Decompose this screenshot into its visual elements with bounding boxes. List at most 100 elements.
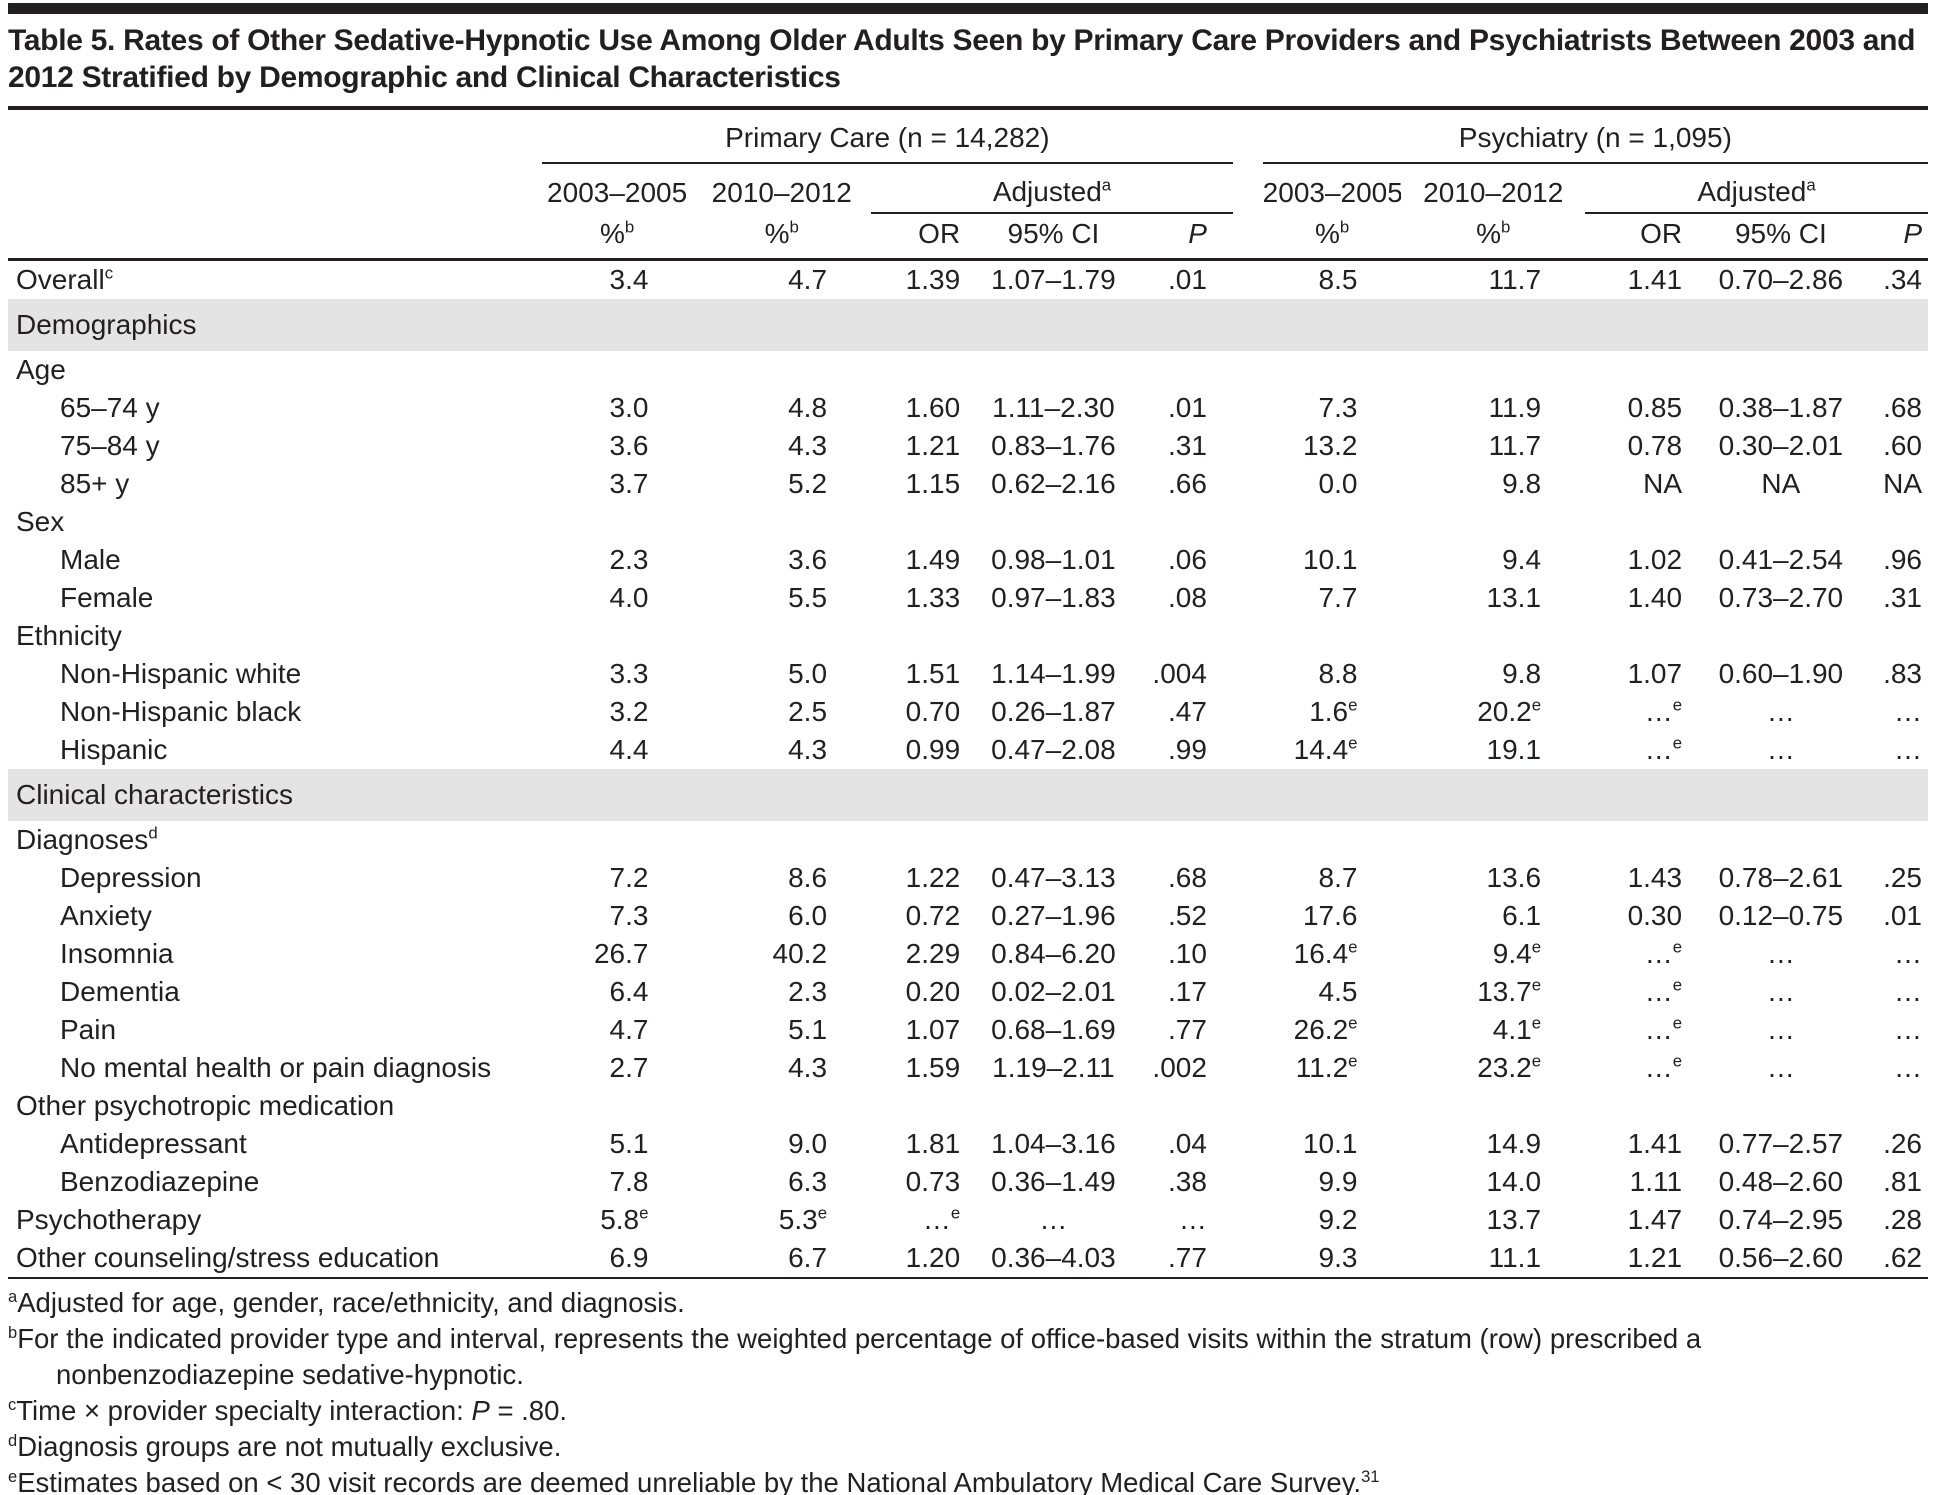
row-label: Overallc <box>16 263 114 295</box>
cell: 10.1 <box>1302 544 1358 575</box>
cell: … <box>1766 1052 1795 1083</box>
cell: NA <box>1643 468 1683 499</box>
cell: 19.1 <box>1486 734 1542 765</box>
cell: 0.62–2.16 <box>991 468 1116 499</box>
table-row: Pain 4.7 5.1 1.07 0.68–1.69.77 26.2e 4.1e …e…… <box>8 1011 1928 1049</box>
cell: 11.7 <box>1488 430 1542 461</box>
cell: 1.11–2.30 <box>992 392 1115 423</box>
cell: 0.74–2.95 <box>1718 1204 1844 1235</box>
footnote-marker: a <box>8 1287 18 1306</box>
table-row: Hispanic 4.4 4.3 0.99 0.47–2.08 .99 14.4e 19.1 …… <box>8 731 1928 769</box>
cell: 7.8 <box>609 1166 649 1197</box>
footnote-marker: d <box>8 1431 18 1450</box>
cell: 7.2 <box>609 862 649 893</box>
row-label: 75–84 y <box>60 430 160 461</box>
cell: 1.21 <box>1585 1239 1695 1279</box>
cell: 11.9 <box>1488 392 1542 423</box>
cell: 13.2 <box>1302 430 1358 461</box>
spacer-cell <box>1233 859 1263 897</box>
cell: .68 <box>1167 862 1207 893</box>
cell: 0.02–2.01 <box>991 976 1116 1007</box>
cell: 7.3 <box>609 900 649 931</box>
col-header-psy-or: OR <box>1585 213 1695 261</box>
cell: .81 <box>1883 1166 1922 1197</box>
cell: 5.0 <box>788 658 828 689</box>
subsection-row: Sex <box>8 503 1928 541</box>
cell: 40.2 <box>772 938 828 969</box>
subsection-row: Ethnicity <box>8 617 1928 655</box>
cell: .002 <box>1152 1052 1207 1083</box>
cell: .83 <box>1883 658 1922 689</box>
cell: 5.5 <box>788 582 828 613</box>
cell: 5.1 <box>788 1014 828 1045</box>
cell: .08 <box>1167 582 1207 613</box>
spacer-cell <box>1233 973 1263 1011</box>
cell: … <box>1766 976 1795 1007</box>
cell: … <box>1766 938 1795 969</box>
cell: 0.84–6.20 <box>991 938 1116 969</box>
cell: … <box>1894 734 1922 765</box>
col-header-pc-2003-2005: 2003–2005 <box>547 177 688 208</box>
table-row: Anxiety 7.3 6.0 0.72 0.27–1.96 .52 17.6 6.1 0.30… <box>8 897 1928 935</box>
cell: 1.40 <box>1627 582 1683 613</box>
cell: .99 <box>1167 734 1207 765</box>
cell: 3.3 <box>609 658 649 689</box>
cell: 4.4 <box>609 734 649 765</box>
cell: 1.59 <box>905 1052 961 1083</box>
cell: 1.6e <box>1309 695 1358 727</box>
spacer-cell <box>1233 897 1263 935</box>
cell: 9.8 <box>1502 468 1542 499</box>
subsection-label: Ethnicity <box>16 620 122 651</box>
spacer-cell <box>1233 1125 1263 1163</box>
cell: 6.9 <box>541 1239 693 1279</box>
cell: …e <box>1644 733 1683 765</box>
spacer-cell <box>1233 935 1263 973</box>
spacer-cell <box>1233 579 1263 617</box>
spacer-cell <box>1232 1239 1263 1279</box>
footnotes-section: aAdjusted for age, gender, race/ethnicit… <box>8 1285 1928 1495</box>
cell: .26 <box>1883 1128 1922 1159</box>
spacer <box>1232 112 1263 261</box>
cell: 4.5 <box>1318 976 1358 1007</box>
cell: 16.4e <box>1293 937 1358 969</box>
col-group-primary-care: Primary Care (n = 14,282) <box>541 112 1233 164</box>
cell: 13.6 <box>1486 862 1542 893</box>
cell: 3.0 <box>609 392 649 423</box>
row-label: Hispanic <box>60 734 168 765</box>
col-header-pc-2010-2012: 2010–2012 <box>711 177 852 208</box>
top-rule <box>8 3 1928 14</box>
col-header-pc-or: OR <box>871 213 969 261</box>
cell: … <box>1894 1052 1922 1083</box>
col-header-pc-p: P <box>1138 213 1233 261</box>
cell: 0.36–1.49 <box>991 1166 1116 1197</box>
table-row: Dementia 6.4 2.3 0.20 0.02–2.01 .17 4.5 13.7e …e… <box>8 973 1928 1011</box>
cell: 4.3 <box>788 1052 828 1083</box>
subsection-row: Diagnosesd <box>8 821 1928 859</box>
cell: 8.5 <box>1318 264 1358 295</box>
cell: NA <box>1883 468 1922 499</box>
cell: 9.0 <box>788 1128 828 1159</box>
cell: 5.3e <box>778 1203 828 1235</box>
footnote: dDiagnosis groups are not mutually exclu… <box>8 1431 562 1462</box>
cell: … <box>1766 734 1795 765</box>
cell: 10.1 <box>1302 1128 1358 1159</box>
row-label: 65–74 y <box>60 392 160 423</box>
cell: 4.7 <box>609 1014 649 1045</box>
cell: 2.7 <box>609 1052 649 1083</box>
cell: .06 <box>1167 544 1207 575</box>
cell: 7.7 <box>1318 582 1358 613</box>
section-label: Demographics <box>8 299 1928 351</box>
cell: … <box>1894 1014 1922 1045</box>
cell: 1.33 <box>905 582 961 613</box>
row-label-header <box>8 112 542 261</box>
cell: .66 <box>1167 468 1207 499</box>
cell: 14.4e <box>1293 733 1358 765</box>
cell: 4.3 <box>788 734 828 765</box>
cell: 11.1 <box>1401 1239 1586 1279</box>
cell: 23.2e <box>1477 1051 1542 1083</box>
cell: … <box>1766 1014 1795 1045</box>
spacer-cell <box>1233 655 1263 693</box>
spacer-cell <box>1233 1201 1263 1239</box>
cell: .01 <box>1167 264 1207 295</box>
